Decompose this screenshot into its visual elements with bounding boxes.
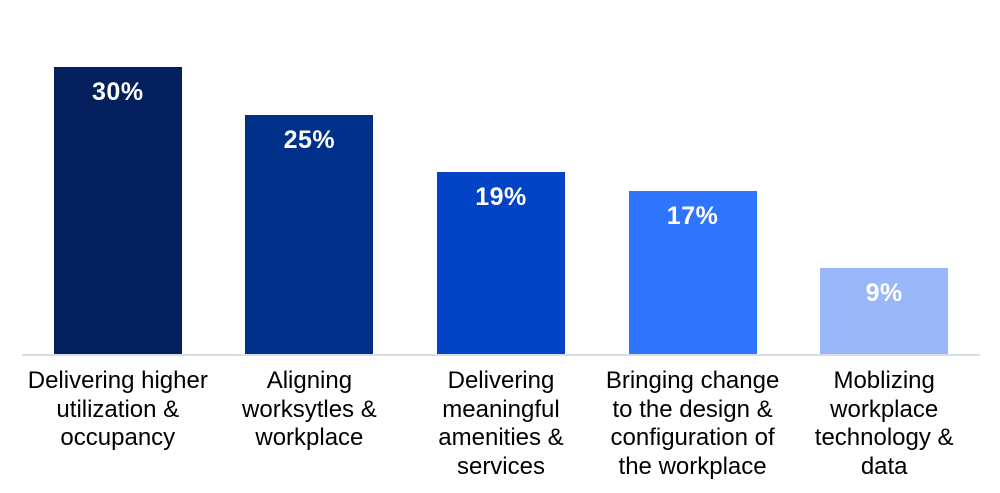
bar-2: 25%	[245, 115, 374, 354]
category-label-4: Bringing change to the design & configur…	[605, 367, 780, 480]
bar-value-label-2: 25%	[283, 126, 336, 154]
category-labels: Delivering higher utilization & occupanc…	[22, 367, 980, 481]
bar-column-2: 25%	[214, 0, 406, 354]
bar-value-label-3: 19%	[475, 183, 527, 211]
bar-value-label-4: 17%	[666, 202, 719, 230]
bar-4: 17%	[628, 191, 757, 354]
category-label-3: Delivering meaningful amenities & servic…	[438, 367, 564, 480]
bar-column-1: 30%	[22, 0, 214, 354]
x-axis-line	[22, 354, 980, 356]
bar-1: 30%	[53, 67, 182, 354]
bar-column-5: 9%	[788, 0, 980, 354]
bar-value-label-5: 9%	[865, 279, 903, 307]
plot-area: 30% 25% 19% 17% 9%	[22, 0, 980, 356]
bar-value-label-1: 30%	[92, 78, 144, 106]
bars: 30% 25% 19% 17% 9%	[22, 0, 980, 354]
bar-5: 9%	[820, 268, 949, 354]
bar-3: 19%	[436, 172, 565, 354]
bar-column-3: 19%	[405, 0, 597, 354]
category-label-2: Aligning worksytles & workplace	[242, 367, 377, 451]
category-label-5: Moblizing workplace technology & data	[814, 367, 954, 480]
bar-column-4: 17%	[597, 0, 789, 354]
category-label-1: Delivering higher utilization & occupanc…	[27, 367, 208, 451]
